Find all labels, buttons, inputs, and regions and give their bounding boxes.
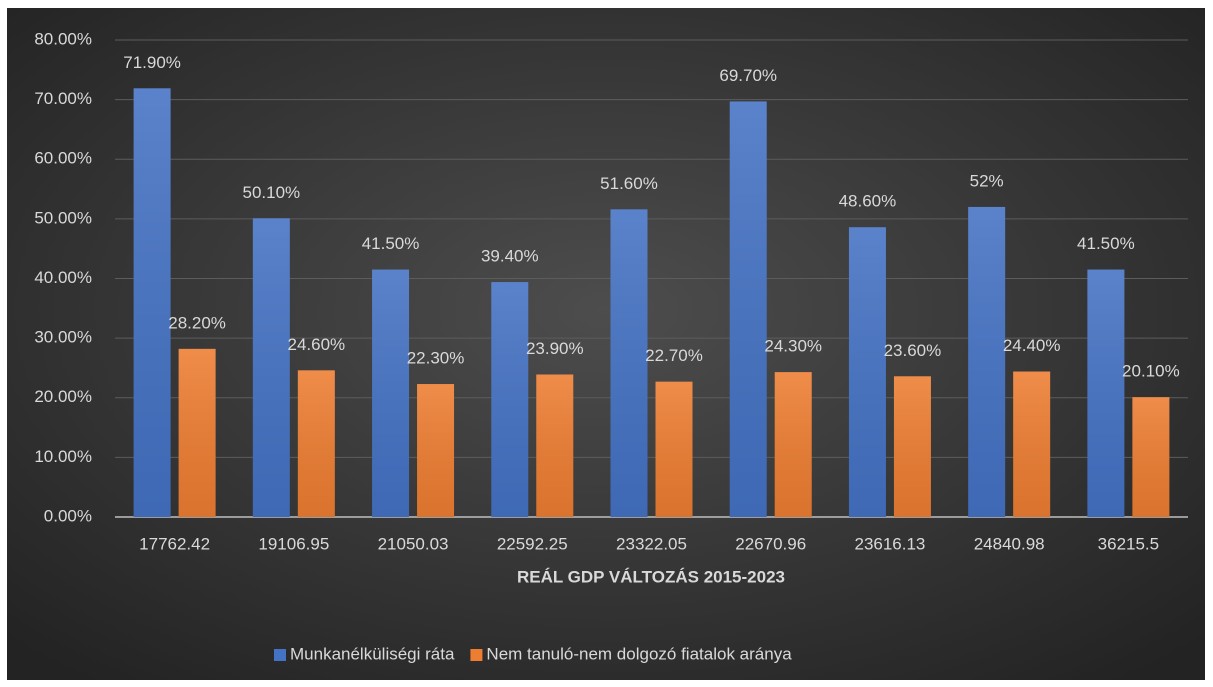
y-tick-label: 20.00% bbox=[34, 387, 92, 406]
data-label: 48.60% bbox=[839, 192, 897, 211]
y-tick-label: 80.00% bbox=[34, 29, 92, 48]
bar-shade bbox=[252, 218, 290, 517]
data-label: 41.50% bbox=[1077, 234, 1135, 253]
bar-shade bbox=[417, 384, 455, 517]
bar-shade bbox=[968, 206, 1006, 517]
data-label: 23.90% bbox=[526, 339, 584, 358]
legend-label: Munkanélküliségi ráta bbox=[290, 644, 455, 663]
bar-shade bbox=[729, 101, 767, 517]
x-tick-label: 36215.5 bbox=[1098, 534, 1159, 553]
data-label: 24.60% bbox=[287, 335, 345, 354]
y-tick-label: 10.00% bbox=[34, 447, 92, 466]
x-tick-label: 19106.95 bbox=[258, 534, 329, 553]
bar-shade bbox=[893, 376, 931, 517]
data-label: 41.50% bbox=[362, 234, 420, 253]
x-tick-label: 17762.42 bbox=[139, 534, 210, 553]
bar-shade bbox=[372, 269, 410, 517]
legend-swatch bbox=[470, 649, 483, 661]
y-tick-label: 0.00% bbox=[44, 506, 92, 525]
data-label: 52% bbox=[970, 171, 1004, 190]
x-tick-label: 23322.05 bbox=[616, 534, 687, 553]
data-label: 71.90% bbox=[123, 53, 181, 72]
x-axis-title: REÁL GDP VÁLTOZÁS 2015-2023 bbox=[517, 567, 785, 586]
bar-shade bbox=[774, 372, 812, 517]
data-label: 22.70% bbox=[645, 346, 703, 365]
y-tick-label: 50.00% bbox=[34, 208, 92, 227]
bar-shade bbox=[1013, 371, 1051, 517]
x-tick-label: 22670.96 bbox=[735, 534, 806, 553]
legend-swatch bbox=[274, 649, 286, 661]
bar-shade bbox=[178, 348, 216, 517]
bar-shade bbox=[133, 88, 171, 517]
legend-label: Nem tanuló-nem dolgozó fiatalok aránya bbox=[486, 644, 792, 663]
x-tick-label: 23616.13 bbox=[854, 534, 925, 553]
bar-shade bbox=[1132, 397, 1170, 517]
data-label: 24.30% bbox=[764, 337, 822, 356]
data-label: 20.10% bbox=[1122, 362, 1180, 381]
x-tick-label: 21050.03 bbox=[378, 534, 449, 553]
y-tick-label: 70.00% bbox=[34, 89, 92, 108]
data-label: 22.30% bbox=[407, 349, 465, 368]
bar-shade bbox=[655, 381, 693, 517]
x-tick-label: 22592.25 bbox=[497, 534, 568, 553]
data-label: 50.10% bbox=[242, 183, 300, 202]
bar-shade bbox=[536, 374, 574, 517]
bar-shade bbox=[610, 209, 648, 517]
data-label: 24.40% bbox=[1003, 336, 1061, 355]
y-tick-label: 40.00% bbox=[34, 268, 92, 287]
x-tick-label: 24840.98 bbox=[974, 534, 1045, 553]
bar-shade bbox=[848, 227, 886, 517]
y-tick-label: 60.00% bbox=[34, 149, 92, 168]
bar-shade bbox=[1087, 269, 1125, 517]
chart-background bbox=[7, 8, 1205, 680]
data-label: 69.70% bbox=[719, 66, 777, 85]
data-label: 51.60% bbox=[600, 174, 658, 193]
data-label: 28.20% bbox=[168, 313, 226, 332]
bar-shade bbox=[297, 370, 335, 517]
data-label: 39.40% bbox=[481, 247, 539, 266]
data-label: 23.60% bbox=[884, 341, 942, 360]
bar-shade bbox=[491, 282, 529, 517]
y-tick-label: 30.00% bbox=[34, 328, 92, 347]
